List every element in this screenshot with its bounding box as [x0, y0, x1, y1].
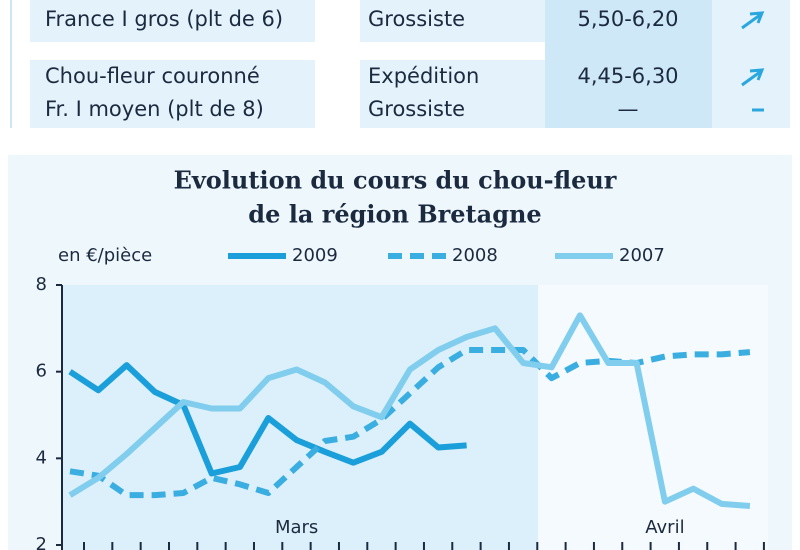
price: —: [618, 97, 639, 121]
trend-up: [741, 68, 765, 87]
chart-title: Evolution du cours du chou-fleur: [174, 166, 617, 195]
table: France I gros (plt de 6) Grossiste 5,50-6,…: [45, 7, 765, 121]
chart: 2 4 6 8 Mars Avril 2009 2008 2007: [36, 245, 765, 550]
chart-title: de la région Bretagne: [248, 200, 541, 229]
table-frame: [10, 0, 12, 128]
x-tick-label: Avril: [645, 517, 684, 538]
y-tick-label: 8: [36, 274, 47, 295]
y-tick-label: 4: [36, 447, 47, 468]
cell-bg: [30, 0, 315, 42]
cell-bg: [360, 0, 545, 42]
period-shade: [62, 285, 538, 550]
series-line: [68, 362, 467, 477]
product: Fr. I moyen (plt de 8): [45, 97, 264, 121]
trend-up: [741, 11, 765, 30]
price: 4,45-6,30: [577, 64, 678, 88]
stage: Expédition: [368, 64, 479, 88]
cell-bg: [712, 0, 790, 128]
series-line: [68, 312, 751, 509]
stage: Grossiste: [368, 97, 465, 121]
cell-bg: [360, 60, 545, 128]
price: 5,50-6,20: [577, 7, 678, 31]
legend-label: 2009: [292, 245, 338, 266]
legend-label: 2008: [452, 245, 498, 266]
price-bg: [545, 0, 712, 128]
stage: Grossiste: [368, 7, 465, 31]
y-tick-label: 2: [36, 534, 47, 550]
product: Chou-fleur couronné: [45, 64, 260, 88]
product: France I gros (plt de 6): [45, 7, 283, 31]
cell-bg: [30, 60, 315, 128]
legend-label: 2007: [619, 245, 665, 266]
y-tick-label: 6: [36, 361, 47, 382]
x-tick-label: Mars: [275, 517, 318, 538]
y-axis-label: en €/pièce: [58, 245, 152, 266]
